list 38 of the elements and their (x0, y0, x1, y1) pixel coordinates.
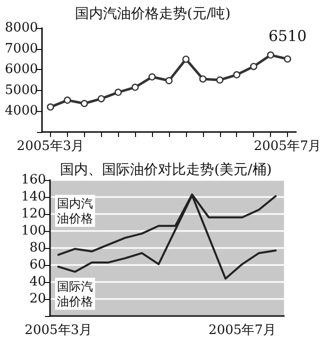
y-tick-label: 8000 (4, 20, 38, 36)
x-tick-label: 2005年7月 (254, 139, 322, 154)
y-tick-label: 6000 (4, 62, 38, 78)
y-tick-label: 20 (29, 292, 46, 306)
y-tick-label: 100 (21, 224, 46, 238)
series-label: 国内汽油价格 (57, 196, 94, 226)
point (98, 95, 105, 102)
point (46, 103, 54, 111)
point (148, 73, 156, 80)
y-tick-label: 7000 (4, 41, 38, 56)
point (216, 76, 224, 84)
point (199, 75, 206, 83)
series-label: 国际汽油价格 (57, 279, 94, 308)
line-series (57, 194, 277, 280)
y-tick-label: 120 (21, 206, 46, 222)
y-tick-label: 4000 (4, 104, 38, 119)
point (250, 62, 258, 70)
x-tick-label: 2005年3月 (24, 323, 92, 338)
point (132, 84, 139, 91)
point (114, 88, 122, 96)
x-tick-label: 2005年7月 (208, 323, 276, 338)
point (165, 77, 173, 84)
y-tick-label: 80 (29, 240, 46, 256)
chart-title: 国内汽油价格走势(元/吨) (75, 6, 231, 22)
data-label: 6510 (268, 26, 307, 45)
point (80, 100, 88, 108)
x-tick-label: 2005年3月 (16, 139, 84, 154)
y-tick-label: 160 (21, 172, 46, 188)
point (284, 55, 292, 63)
point (64, 96, 71, 104)
chart-title: 国内、国际油价对比走势(美元/桶) (60, 162, 272, 178)
y-tick-label: 5000 (4, 82, 38, 98)
y-tick-label: 140 (21, 190, 46, 204)
point (233, 71, 240, 78)
point (267, 51, 274, 59)
y-tick-label: 60 (29, 258, 46, 272)
point (182, 56, 190, 63)
y-tick-label: 40 (29, 274, 46, 290)
